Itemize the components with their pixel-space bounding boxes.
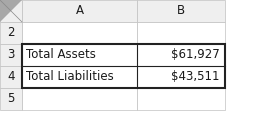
- Bar: [0, 66, 22, 88]
- Text: $61,927: $61,927: [171, 48, 220, 62]
- Bar: [22, 0, 137, 22]
- Bar: [22, 22, 137, 44]
- Bar: [137, 66, 225, 88]
- Bar: [137, 22, 225, 44]
- Bar: [0, 22, 22, 44]
- Bar: [137, 88, 225, 110]
- Text: Total Assets: Total Assets: [26, 48, 96, 62]
- Text: 5: 5: [7, 93, 15, 106]
- Text: 2: 2: [7, 27, 15, 40]
- Text: A: A: [76, 4, 83, 17]
- Bar: [22, 88, 137, 110]
- Bar: [0, 0, 22, 22]
- Bar: [22, 44, 225, 88]
- Bar: [137, 44, 225, 66]
- Text: B: B: [177, 4, 185, 17]
- Text: 4: 4: [7, 71, 15, 83]
- Bar: [137, 0, 225, 22]
- Text: $43,511: $43,511: [172, 71, 220, 83]
- Bar: [22, 66, 137, 88]
- Text: Total Liabilities: Total Liabilities: [26, 71, 114, 83]
- Bar: [22, 44, 137, 66]
- Text: 3: 3: [7, 48, 15, 62]
- Bar: [0, 44, 22, 66]
- Bar: [0, 88, 22, 110]
- Polygon shape: [0, 0, 22, 22]
